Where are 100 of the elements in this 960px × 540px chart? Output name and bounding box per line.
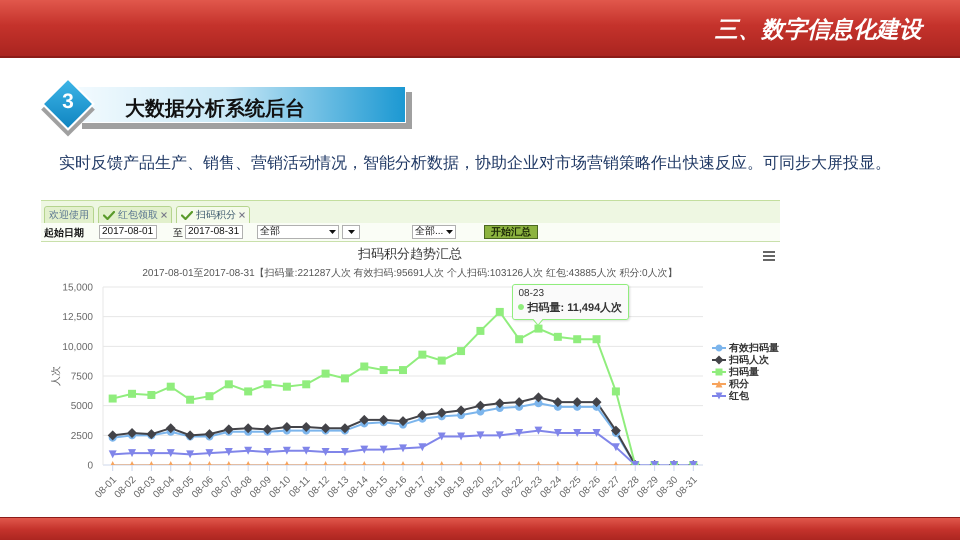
point — [436, 408, 447, 418]
point — [380, 446, 388, 454]
point — [186, 396, 194, 404]
point — [360, 362, 368, 371]
point — [399, 366, 407, 374]
point — [438, 356, 446, 365]
point — [185, 430, 196, 440]
legend-label: 有效扫码量 — [729, 342, 779, 354]
point — [573, 335, 582, 344]
point — [108, 450, 117, 458]
point — [264, 380, 272, 388]
tooltip: 08-23 扫码量: 11,494人次 — [512, 284, 630, 326]
point — [204, 429, 214, 440]
text: 大数据分析系统后台 — [125, 96, 305, 122]
legend-label: 扫码人次 — [729, 354, 769, 366]
legend-label: 红包 — [729, 390, 749, 403]
point — [417, 410, 428, 420]
point — [612, 443, 620, 452]
point — [515, 428, 524, 437]
point — [322, 448, 330, 456]
tab: 欢迎使用 — [44, 206, 94, 223]
point — [282, 446, 291, 455]
point — [456, 405, 466, 416]
dropdown: 全部... — [412, 225, 456, 239]
point — [264, 448, 272, 456]
point — [302, 380, 310, 388]
dropdown: 全部 — [257, 225, 339, 239]
legend-label: 积分 — [729, 378, 749, 390]
text: 至 — [173, 227, 183, 240]
point — [108, 394, 117, 403]
point — [166, 449, 175, 458]
point — [166, 382, 175, 391]
point — [612, 387, 620, 396]
date-input: 2017-08-31 — [185, 225, 243, 239]
text: 实时反馈产品生产、销售、营销活动情况，智能分析数据，协助企业对市场营销策略作出快速反应。可同步大屏投显。 — [59, 154, 891, 174]
chart-subtitle: 2017-08-01至2017-08-31【扫码量:221287人次 有效扫码:95691人次 个人扫码:103126人次 红包:43885人次 积分:0人次】 — [141, 266, 679, 280]
y-tick-label: 15,000 — [62, 282, 94, 294]
point — [572, 397, 582, 408]
point — [302, 446, 310, 455]
point — [360, 446, 368, 454]
point — [514, 397, 524, 408]
point — [224, 448, 233, 456]
point — [398, 416, 408, 426]
point — [533, 392, 544, 402]
point — [224, 380, 233, 388]
point — [243, 423, 254, 434]
point — [496, 308, 504, 316]
y-tick-label: 0 — [87, 460, 94, 472]
point — [418, 443, 426, 452]
point — [552, 397, 563, 408]
point — [515, 335, 524, 344]
point — [554, 332, 562, 341]
point — [457, 347, 466, 356]
legend-label: 扫码量 — [729, 366, 759, 378]
point — [534, 324, 542, 333]
point — [262, 424, 273, 434]
point — [205, 449, 214, 458]
annotation: 08-23 — [518, 288, 544, 300]
point — [166, 423, 176, 434]
point — [475, 400, 486, 411]
y-axis-title: 人次 — [50, 365, 63, 388]
point — [340, 448, 349, 456]
point — [592, 397, 602, 408]
y-tick-label: 7500 — [70, 372, 94, 383]
point — [496, 431, 504, 440]
point — [418, 350, 426, 359]
y-tick-label: 5000 — [70, 401, 94, 412]
point — [554, 428, 562, 437]
point — [147, 390, 156, 399]
point — [205, 392, 214, 400]
point — [244, 446, 252, 455]
point — [186, 450, 194, 458]
point — [494, 398, 505, 408]
chart-title: 扫码积分趋势汇总 — [357, 245, 463, 263]
y-tick-label: 12,500 — [62, 312, 94, 324]
annotation: 扫码量: 11,494人次 — [527, 300, 622, 315]
point — [282, 422, 292, 432]
y-tick-label: 2500 — [70, 430, 94, 442]
point — [322, 370, 330, 378]
point — [301, 422, 312, 432]
point — [128, 449, 136, 458]
point — [573, 428, 582, 437]
point — [380, 366, 388, 374]
date-input: 2017-08-01 — [99, 225, 157, 239]
point — [610, 426, 621, 436]
point — [399, 444, 407, 452]
point — [476, 431, 484, 440]
point — [320, 423, 331, 434]
point — [108, 430, 118, 440]
point — [282, 382, 291, 391]
point — [147, 449, 156, 458]
point — [128, 390, 136, 398]
tab: 红包领取 — [98, 206, 172, 223]
point — [476, 326, 484, 335]
point — [359, 414, 370, 425]
text: 3 — [61, 90, 75, 114]
point — [127, 428, 138, 438]
point — [592, 428, 601, 437]
point — [378, 414, 389, 425]
y-tick-label: 10,000 — [62, 342, 94, 353]
